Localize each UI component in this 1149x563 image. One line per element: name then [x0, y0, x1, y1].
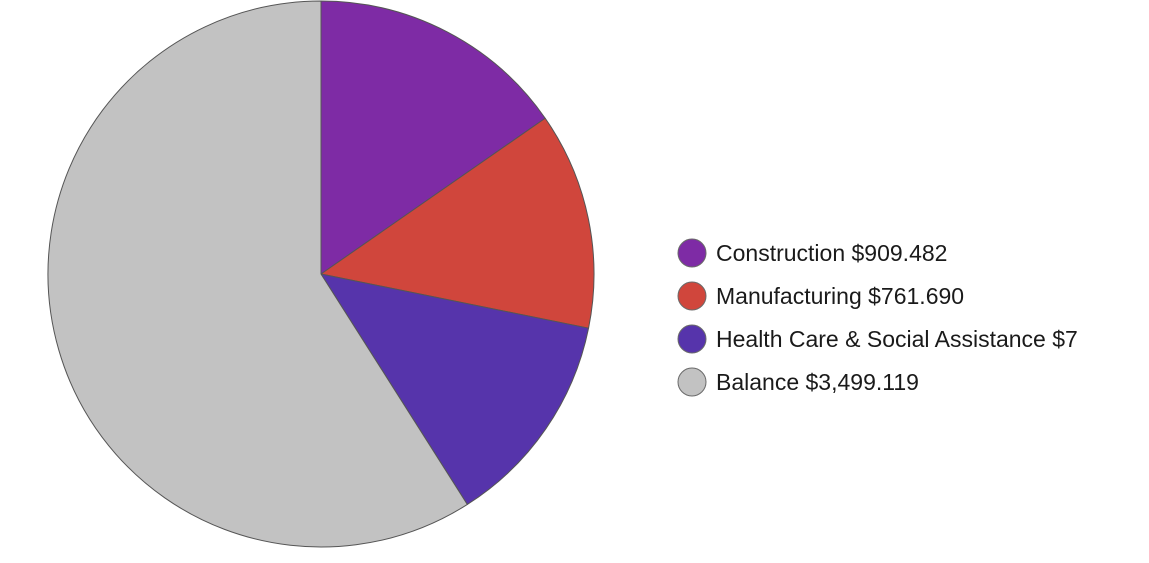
pie-slices [47, 0, 595, 548]
legend-label-construction: Construction $909.482 [716, 240, 947, 266]
pie-slice-balance [47, 0, 468, 548]
pie-slice-health-care-and-social-assistance [320, 273, 590, 505]
legend-swatch-health-care-and-social-assistance [677, 324, 707, 354]
legend-label-balance: Balance $3,499.119 [716, 369, 919, 395]
legend-swatch-construction [677, 238, 707, 268]
chart-legend: Construction $909.482 Manufacturing $761.… [677, 238, 1078, 397]
legend-swatch-balance [677, 367, 707, 397]
legend-label-manufacturing: Manufacturing $761.690 [716, 283, 964, 309]
legend-swatch-manufacturing [677, 281, 707, 311]
pie-slice-construction [320, 0, 546, 275]
pie-slice-manufacturing [320, 117, 595, 329]
legend-label-health-care-and-social-assistance: Health Care & Social Assistance $7 [716, 326, 1078, 352]
